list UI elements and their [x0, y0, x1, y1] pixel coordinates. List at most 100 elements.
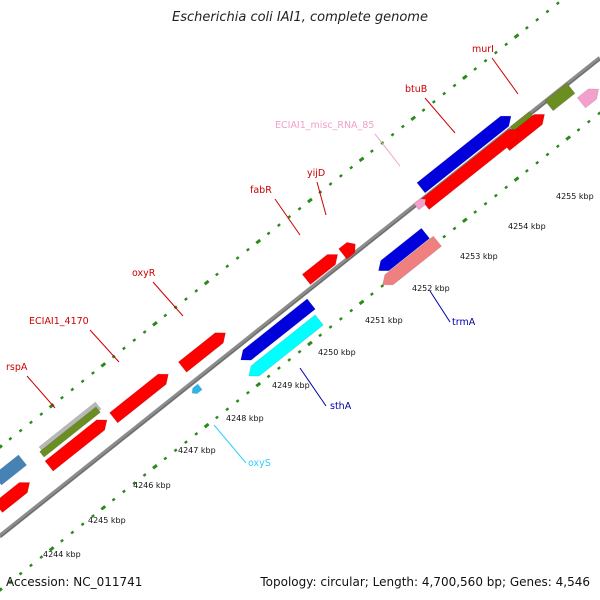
lower-tick-dot: [535, 160, 540, 165]
fabR-gene: [301, 254, 339, 285]
tick-label-4247-kbp: 4247 kbp: [178, 446, 216, 455]
upper-tick-dot: [122, 346, 126, 351]
lower-tick-dot: [328, 325, 333, 329]
genome-summary-text: Topology: circular; Length: 4,700,560 bp…: [260, 575, 590, 589]
rspA-olive-block-shape: [39, 406, 101, 458]
lower-tick-dot: [18, 571, 23, 576]
red-gene-3-shape: [44, 419, 108, 472]
upper-tick-dot: [369, 149, 374, 154]
steel-gene: [0, 454, 27, 486]
oxyR-gene-shape: [178, 332, 226, 373]
upper-tick-dot: [349, 165, 354, 170]
lower-tick-dot: [287, 358, 292, 362]
trmA-gene: [382, 235, 442, 286]
lower-tick-dot: [555, 144, 560, 149]
upper-tick-dot: [194, 289, 199, 293]
tick-label-4250-kbp: 4250 kbp: [318, 348, 356, 357]
upper-tick-dot: [358, 156, 365, 163]
label-btuB: btuB: [405, 84, 427, 95]
lower-tick-dot: [48, 546, 55, 552]
leader-sthA: [299, 367, 327, 407]
upper-tick-dot: [524, 26, 529, 30]
map-title: Escherichia coli IAI1, complete genome: [172, 10, 428, 25]
blue-gene-lower-shape: [378, 227, 430, 272]
upper-tick-dot: [513, 33, 520, 39]
label-sthA: sthA: [330, 401, 352, 412]
leader-fabR: [274, 198, 301, 236]
lower-tick-dot: [235, 399, 240, 403]
label-oxyS: oxyS: [248, 458, 271, 469]
leader-trmA: [429, 290, 451, 323]
leader-oxyR: [152, 281, 184, 317]
lower-tick-dot: [473, 210, 478, 214]
kbp-tick-labels: 4244 kbp 4245 kbp 4246 kbp 4247 kbp 4248 kbp…: [43, 192, 594, 559]
lower-tick-dot: [194, 432, 199, 436]
label-oxyR: oxyR: [132, 268, 156, 279]
misc-rna-85-shape: [413, 198, 427, 211]
leader-murI: [491, 57, 519, 95]
red-gene-3: [44, 419, 108, 472]
lower-tick-dot: [513, 176, 520, 182]
lower-tick-dot: [307, 340, 313, 347]
tick-label-4248-kbp: 4248 kbp: [226, 414, 264, 423]
leader-yijD: [316, 181, 327, 216]
red-gene-2: [420, 129, 520, 210]
lower-tick-dot: [380, 284, 385, 288]
lower-tick-dot: [461, 217, 468, 223]
leader-btuB: [424, 97, 456, 134]
label-ECIAI1_4170: ECIAI1_4170: [29, 316, 89, 327]
upper-tick-dot: [410, 115, 417, 122]
oxyS-rna: [191, 383, 203, 394]
ECIAI1-4170-gene-shape: [109, 373, 169, 424]
upper-tick-dot: [255, 238, 262, 245]
label-murI: murI: [472, 44, 494, 55]
upper-tick-dot: [100, 362, 107, 368]
lower-tick-dot: [100, 505, 107, 511]
lower-tick-dot: [246, 390, 250, 395]
lower-tick-dot: [29, 563, 33, 568]
lower-tick-dot: [60, 538, 64, 543]
sthA-blue-gene: [240, 298, 316, 361]
upper-tick-dot: [70, 387, 75, 392]
lower-tick-dot: [0, 587, 3, 592]
upper-tick-dot: [442, 91, 447, 96]
upper-tick-dot: [431, 100, 436, 104]
lower-tick-dot: [184, 440, 188, 444]
tick-label-4254-kbp: 4254 kbp: [508, 222, 546, 231]
tick-label-4249-kbp: 4249 kbp: [272, 381, 310, 390]
lower-tick-dot: [493, 193, 498, 198]
lower-tick-dot: [215, 415, 219, 420]
label-leader-lines: [26, 57, 519, 464]
label-rspA: rspA: [6, 362, 28, 373]
tick-label-4251-kbp: 4251 kbp: [365, 316, 403, 325]
upper-tick-dot: [504, 42, 509, 47]
lower-tick-dot: [132, 481, 137, 486]
yijD-gene: [338, 242, 356, 260]
lower-tick-dot: [70, 530, 75, 535]
lower-tick-dot: [163, 456, 168, 461]
lower-tick-dot: [111, 497, 116, 502]
lower-tick-dot: [524, 169, 529, 173]
lower-tick-dot: [318, 333, 323, 338]
tick-label-4252-kbp: 4252 kbp: [412, 284, 450, 293]
label-trmA: trmA: [452, 317, 476, 328]
lower-tick-dot: [225, 407, 230, 412]
tick-label-4255-kbp: 4255 kbp: [556, 192, 594, 201]
upper-tick-dot: [60, 395, 64, 400]
lower-tick-dot: [173, 448, 178, 453]
upper-tick-dot: [235, 256, 240, 260]
upper-tick-dot: [225, 264, 230, 269]
upper-tick-dot: [473, 67, 478, 71]
pink-gene-shape: [576, 88, 599, 109]
upper-tick-dot: [493, 50, 498, 55]
btuB-gene: [416, 115, 512, 194]
upper-tick-dot: [483, 58, 488, 63]
trmA-gene-shape: [382, 235, 442, 286]
upper-tick-dot: [142, 330, 147, 334]
misc-rna-85: [413, 198, 427, 211]
upper-tick-dot: [452, 83, 457, 88]
upper-tick-dot: [535, 17, 540, 22]
upper-tick-dot: [307, 197, 313, 204]
leader-rspA: [26, 375, 56, 409]
